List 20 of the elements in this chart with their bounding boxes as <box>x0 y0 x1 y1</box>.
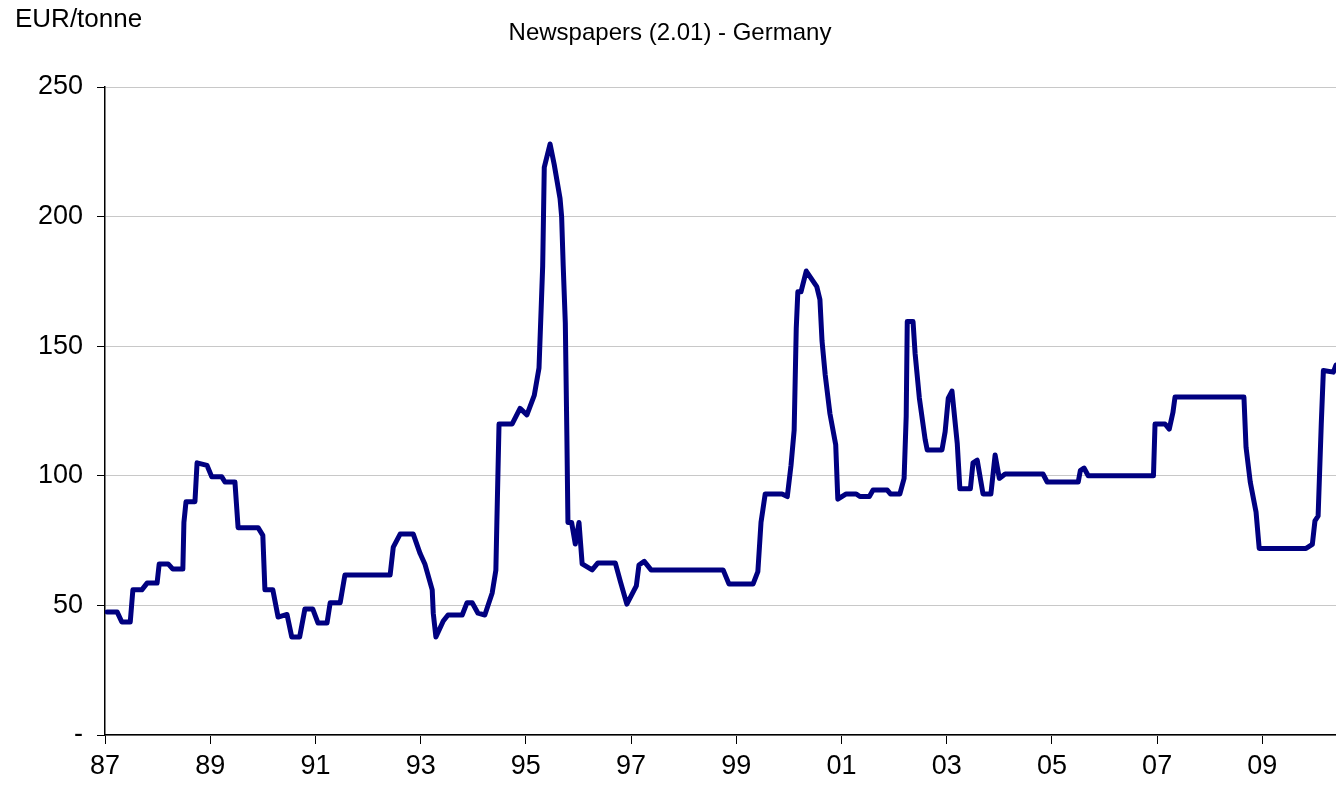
x-tick-label: 95 <box>510 749 541 780</box>
x-tick-label: 99 <box>721 749 752 780</box>
chart-title: Newspapers (2.01) - Germany <box>508 17 832 45</box>
y-tick-label: 100 <box>37 459 83 490</box>
x-tick-label: 09 <box>1247 749 1278 780</box>
y-tick-label: 150 <box>37 329 83 360</box>
x-tick-label: 05 <box>1036 749 1067 780</box>
x-tick-label: 01 <box>826 749 857 780</box>
y-tick-label: 250 <box>37 70 83 101</box>
y-tick-label: 200 <box>37 200 83 231</box>
x-tick-label: 07 <box>1142 749 1173 780</box>
y-tick-label: - <box>74 718 83 749</box>
x-tick-label: 89 <box>195 749 226 780</box>
x-tick-label: 97 <box>616 749 647 780</box>
y-axis-title: EUR/tonne <box>15 3 143 34</box>
x-tick-label: 03 <box>931 749 962 780</box>
x-tick-label: 87 <box>89 749 121 780</box>
y-tick-label: 50 <box>52 588 83 619</box>
x-tick-label: 93 <box>405 749 436 780</box>
x-tick-label: 91 <box>300 749 331 780</box>
